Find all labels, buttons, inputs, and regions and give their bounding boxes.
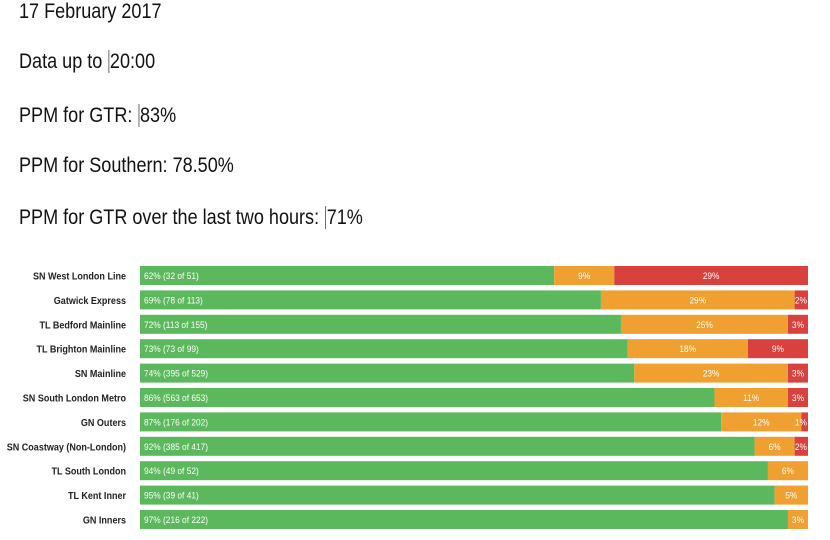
bar-segment-very-late xyxy=(787,388,808,407)
ppm-gtr-value: 83% xyxy=(138,104,177,127)
data-label-very-late: 3% xyxy=(792,368,804,379)
data-up-to-value: 20:00 xyxy=(108,50,156,73)
category-label: SN West London Line xyxy=(33,271,127,283)
bar-row: SN Coastway (Non-London) 92% (385 of 417)… xyxy=(7,436,808,456)
data-label-very-late: 2% xyxy=(795,441,807,452)
bar-row: TL Bedford Mainline 72% (113 of 155) 25% 3% xyxy=(39,314,808,334)
category-label: SN Coastway (Non-London) xyxy=(7,442,126,454)
bar-segment-very-late xyxy=(794,290,808,310)
category-label: SN Mainline xyxy=(75,369,127,381)
data-label-late: 18% xyxy=(679,344,696,355)
bar-row: GN Outers 87% (176 of 202) 12% 1% xyxy=(81,412,808,432)
data-up-to-line: Data up to 20:00 xyxy=(19,50,156,74)
bar-segment-on-time xyxy=(140,510,788,529)
data-label-on-time: 97% (216 of 222) xyxy=(144,515,208,526)
bar-segment-late xyxy=(787,510,808,529)
category-label: TL Kent Inner xyxy=(68,491,126,503)
data-label-late: 25% xyxy=(696,319,713,330)
bar-segment-late xyxy=(767,461,808,481)
ppm-gtr-two-hours-line: PPM for GTR over the last two hours: 71% xyxy=(19,206,363,230)
bar-segment-late xyxy=(554,266,615,285)
bar-segment-on-time xyxy=(140,485,775,505)
bar-row: SN West London Line 62% (32 of 51) 9% 29% xyxy=(33,266,808,285)
ppm-stacked-bar-chart: SN West London Line 62% (32 of 51) 9% 29%Ga… xyxy=(7,266,808,529)
ppm-southern-text: PPM for Southern: 78.50% xyxy=(19,154,234,177)
data-label-very-late: 29% xyxy=(703,271,720,282)
data-label-on-time: 92% (385 of 417) xyxy=(144,441,208,452)
bar-segment-late xyxy=(721,412,802,432)
data-label-on-time: 94% (49 of 52) xyxy=(144,466,199,477)
data-label-late: 29% xyxy=(689,295,706,306)
data-label-late: 9% xyxy=(578,271,590,282)
ppm-gtr-two-hours-value: 71% xyxy=(324,206,363,229)
bar-segment-late xyxy=(774,485,808,505)
bar-segment-on-time xyxy=(140,388,715,407)
bar-segment-very-late xyxy=(787,363,808,383)
bar-segment-on-time xyxy=(140,314,621,334)
ppm-southern-line: PPM for Southern: 78.50% xyxy=(19,154,234,178)
date-text: 17 February 2017 xyxy=(19,0,162,23)
data-label-on-time: 87% (176 of 202) xyxy=(144,417,208,428)
bar-segment-very-late xyxy=(801,412,808,432)
bar-segment-on-time xyxy=(140,412,722,432)
data-label-on-time: 62% (32 of 51) xyxy=(144,271,199,282)
data-label-very-late: 9% xyxy=(772,344,784,355)
bar-segment-on-time xyxy=(140,339,628,359)
bar-segment-late xyxy=(714,388,788,407)
data-label-late: 3% xyxy=(792,515,804,526)
bar-segment-on-time xyxy=(140,461,768,481)
bar-row: TL South London 94% (49 of 52) 6% xyxy=(52,461,808,481)
bar-row: GN Inners 97% (216 of 222) 3% xyxy=(83,510,808,529)
bar-segment-on-time xyxy=(140,266,555,285)
report-date: 17 February 2017 xyxy=(19,0,162,24)
data-up-to-label: Data up to xyxy=(19,50,108,73)
category-label: GN Outers xyxy=(81,417,127,429)
data-label-very-late: 2% xyxy=(795,295,807,306)
bar-segment-late xyxy=(627,339,748,359)
bar-segment-very-late xyxy=(747,339,808,359)
data-label-on-time: 86% (563 of 653) xyxy=(144,393,208,404)
category-label: TL South London xyxy=(52,466,126,478)
bar-segment-very-late xyxy=(794,436,808,456)
category-label: TL Brighton Mainline xyxy=(36,344,126,356)
ppm-gtr-two-hours-label: PPM for GTR over the last two hours: xyxy=(19,206,325,229)
data-label-late: 6% xyxy=(769,441,781,452)
data-label-on-time: 73% (73 of 99) xyxy=(144,344,199,355)
bar-row: SN Mainline 74% (395 of 529) 23% 3% xyxy=(75,363,808,383)
category-label: SN South London Metro xyxy=(23,393,126,405)
category-label: Gatwick Express xyxy=(54,295,127,307)
bar-row: Gatwick Express 69% (78 of 113) 29% 2% xyxy=(54,290,808,310)
bar-segment-on-time xyxy=(140,363,635,383)
data-label-on-time: 69% (78 of 113) xyxy=(144,295,203,306)
data-label-late: 5% xyxy=(785,490,797,501)
bar-segment-late xyxy=(600,290,795,310)
bar-segment-late xyxy=(754,436,795,456)
bar-segment-very-late xyxy=(787,314,808,334)
bar-row: SN South London Metro 86% (563 of 653) 11%… xyxy=(23,388,808,407)
data-label-late: 6% xyxy=(782,466,794,477)
bar-segment-on-time xyxy=(140,436,755,456)
data-label-on-time: 74% (395 of 529) xyxy=(144,368,208,379)
bar-segment-late xyxy=(634,363,788,383)
bar-segment-late xyxy=(620,314,788,334)
category-label: GN Inners xyxy=(83,515,127,527)
data-label-on-time: 95% (39 of 41) xyxy=(144,490,199,501)
ppm-gtr-line: PPM for GTR: 83% xyxy=(19,104,177,128)
bar-row: TL Brighton Mainline 73% (73 of 99) 18% 9% xyxy=(36,339,808,359)
data-label-late: 23% xyxy=(703,368,720,379)
data-label-very-late: 1% xyxy=(795,417,807,428)
data-label-very-late: 3% xyxy=(792,393,804,404)
data-label-late: 12% xyxy=(753,417,770,428)
ppm-gtr-label: PPM for GTR: xyxy=(19,104,138,127)
bar-segment-on-time xyxy=(140,290,601,310)
category-label: TL Bedford Mainline xyxy=(39,320,126,332)
bar-row: TL Kent Inner 95% (39 of 41) 5% xyxy=(68,485,808,505)
data-label-late: 11% xyxy=(743,393,759,404)
bar-segment-very-late xyxy=(614,266,808,285)
data-label-very-late: 3% xyxy=(792,319,804,330)
data-label-on-time: 72% (113 of 155) xyxy=(144,319,207,330)
